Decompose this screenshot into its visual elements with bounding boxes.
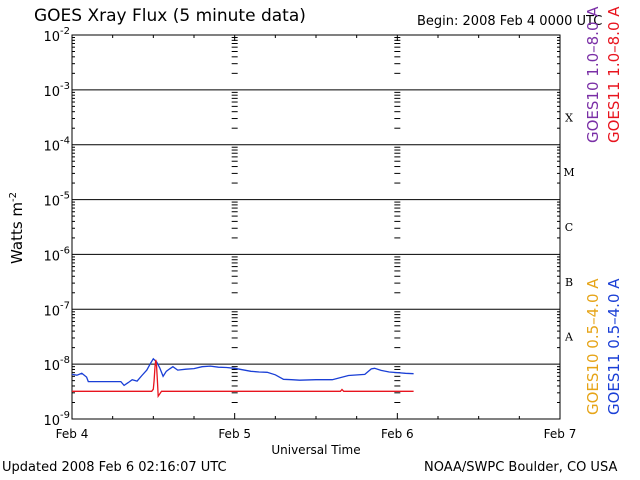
x-axis-label: Universal Time bbox=[271, 443, 360, 457]
credit-label: NOAA/SWPC Boulder, CO USA bbox=[424, 460, 618, 475]
y-tick-base: 10 bbox=[43, 85, 60, 100]
y-tick-label: 10-5 bbox=[43, 191, 70, 210]
y-tick-base: 10 bbox=[43, 249, 60, 264]
series-line-1 bbox=[72, 359, 414, 399]
y-tick-label: 10-9 bbox=[43, 410, 70, 429]
flare-class-b: B bbox=[565, 276, 573, 289]
flare-class-c: C bbox=[565, 221, 573, 234]
y-tick-exponent: -5 bbox=[60, 191, 70, 202]
y-tick-exponent: -3 bbox=[60, 81, 70, 92]
series-line-0 bbox=[71, 357, 414, 387]
updated-timestamp: Updated 2008 Feb 6 02:16:07 UTC bbox=[2, 460, 227, 475]
y-tick-label: 10-2 bbox=[43, 26, 70, 45]
y-tick-label: 10-7 bbox=[43, 300, 70, 319]
y-tick-base: 10 bbox=[43, 414, 60, 429]
y-tick-label: 10-3 bbox=[43, 81, 70, 100]
y-tick-exponent: -9 bbox=[60, 410, 70, 421]
flare-class-x: X bbox=[565, 111, 573, 124]
flare-class-m: M bbox=[563, 166, 574, 179]
y-tick-label: 10-4 bbox=[43, 136, 70, 155]
y-tick-base: 10 bbox=[43, 30, 60, 45]
y-tick-exponent: -7 bbox=[60, 300, 70, 311]
begin-timestamp: Begin: 2008 Feb 4 0000 UTC bbox=[417, 14, 603, 29]
plot-frame bbox=[71, 34, 561, 420]
x-tick-label: Feb 5 bbox=[218, 427, 251, 441]
y-tick-exponent: -4 bbox=[60, 136, 70, 147]
legend-entry: GOES10 0.5–4.0 A bbox=[584, 278, 602, 415]
legend-entry: GOES11 1.0–8.0 A bbox=[605, 6, 623, 143]
y-tick-base: 10 bbox=[43, 304, 60, 319]
y-tick-label: 10-6 bbox=[43, 245, 70, 264]
y-axis-label: Watts m-2 bbox=[8, 192, 26, 264]
y-tick-base: 10 bbox=[43, 195, 60, 210]
legend-entry: GOES10 1.0–8.0 A bbox=[584, 6, 602, 143]
y-tick-base: 10 bbox=[43, 359, 60, 374]
legend-entry: GOES11 0.5–4.0 A bbox=[605, 278, 623, 415]
x-tick-label: Feb 4 bbox=[56, 427, 89, 441]
y-tick-base: 10 bbox=[43, 140, 60, 155]
chart-title: GOES Xray Flux (5 minute data) bbox=[34, 6, 306, 26]
y-tick-label: 10-8 bbox=[43, 355, 70, 374]
y-tick-exponent: -6 bbox=[60, 245, 70, 256]
y-axis-label-exponent: -2 bbox=[8, 192, 19, 202]
x-tick-label: Feb 6 bbox=[381, 427, 414, 441]
y-tick-exponent: -8 bbox=[60, 355, 70, 366]
y-tick-exponent: -2 bbox=[60, 26, 70, 37]
y-axis-label-text: Watts m bbox=[8, 202, 26, 264]
x-tick-label: Feb 7 bbox=[544, 427, 577, 441]
flare-class-a: A bbox=[564, 331, 574, 344]
